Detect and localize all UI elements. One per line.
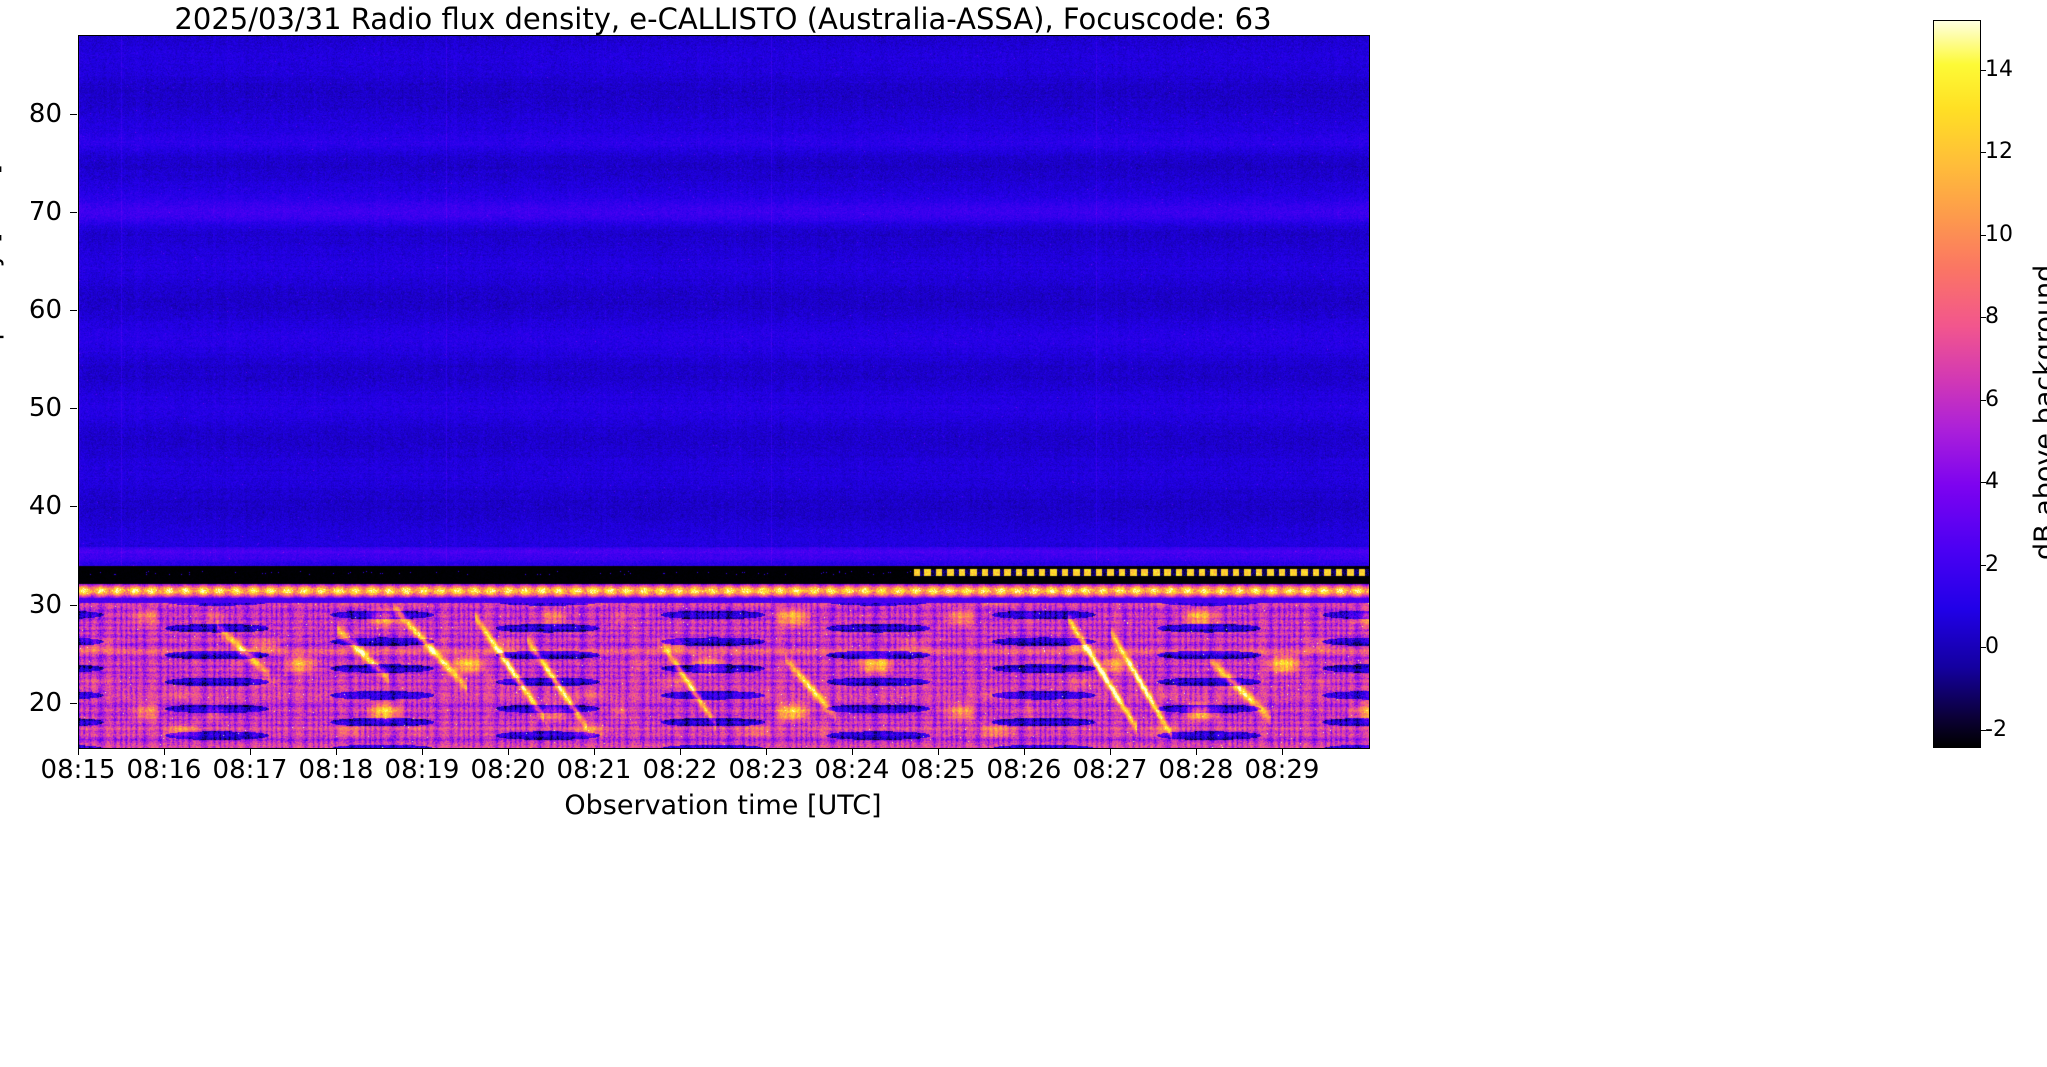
x-tick-label: 08:18 bbox=[298, 755, 374, 785]
colorbar-tick-label: 10 bbox=[1985, 221, 2013, 247]
x-tick-mark bbox=[1110, 748, 1111, 755]
x-tick-label: 08:24 bbox=[814, 755, 890, 785]
y-tick-label: 40 bbox=[28, 491, 62, 522]
y-tick-mark bbox=[70, 113, 77, 115]
x-tick-mark bbox=[164, 748, 165, 755]
colorbar-tick-label: 2 bbox=[1985, 551, 1999, 577]
x-axis-label: Observation time [UTC] bbox=[564, 790, 882, 821]
x-tick-label: 08:28 bbox=[1158, 755, 1234, 785]
y-tick-mark bbox=[70, 211, 77, 213]
x-tick-mark bbox=[78, 748, 79, 755]
x-tick-mark bbox=[1282, 748, 1283, 755]
x-tick-mark bbox=[852, 748, 853, 755]
x-tick-label: 08:27 bbox=[1072, 755, 1148, 785]
colorbar-tick-label: -2 bbox=[1985, 716, 2007, 742]
colorbar-tick-mark bbox=[1980, 234, 1986, 236]
x-tick-label: 08:16 bbox=[126, 755, 202, 785]
y-tick-mark bbox=[70, 309, 77, 311]
colorbar-tick-mark bbox=[1980, 152, 1986, 153]
y-tick-label: 80 bbox=[28, 98, 62, 129]
y-tick-mark bbox=[70, 604, 77, 606]
x-tick-label: 08:15 bbox=[40, 755, 116, 785]
y-tick-label: 30 bbox=[28, 589, 62, 620]
y-tick-mark bbox=[70, 506, 77, 508]
x-tick-label: 08:29 bbox=[1244, 755, 1320, 785]
colorbar-tick-mark bbox=[1980, 69, 1986, 71]
colorbar[interactable] bbox=[1933, 20, 1981, 748]
x-tick-label: 08:26 bbox=[986, 755, 1062, 785]
x-tick-mark bbox=[250, 748, 251, 755]
page-title: 2025/03/31 Radio flux density, e-CALLIST… bbox=[174, 2, 1272, 36]
colorbar-tick-label: 8 bbox=[1985, 304, 1999, 329]
x-tick-label: 08:21 bbox=[556, 755, 632, 785]
x-tick-label: 08:19 bbox=[384, 755, 460, 785]
x-tick-label: 08:23 bbox=[728, 755, 804, 785]
x-tick-mark bbox=[938, 748, 939, 755]
y-tick-label: 70 bbox=[28, 196, 62, 227]
colorbar-tick-label: 0 bbox=[1985, 634, 1999, 659]
x-tick-mark bbox=[766, 748, 767, 755]
y-tick-label: 50 bbox=[28, 393, 62, 424]
colorbar-tick-label: 14 bbox=[1985, 56, 2013, 82]
x-tick-label: 08:25 bbox=[900, 755, 976, 785]
y-tick-label: 20 bbox=[28, 687, 62, 718]
colorbar-tick-mark bbox=[1980, 317, 1986, 318]
x-tick-mark bbox=[1024, 748, 1025, 755]
y-tick-mark bbox=[70, 702, 77, 704]
colorbar-tick-mark bbox=[1980, 564, 1986, 566]
colorbar-label: dB above background bbox=[2029, 264, 2047, 560]
x-tick-mark bbox=[422, 748, 423, 755]
x-tick-label: 08:17 bbox=[212, 755, 288, 785]
x-tick-mark bbox=[1196, 748, 1197, 755]
colorbar-tick-mark bbox=[1980, 729, 1986, 731]
x-tick-mark bbox=[594, 748, 595, 755]
x-tick-mark bbox=[680, 748, 681, 755]
x-tick-mark bbox=[508, 748, 509, 755]
colorbar-tick-mark bbox=[1980, 399, 1986, 401]
colorbar-tick-mark bbox=[1980, 482, 1986, 483]
x-tick-mark bbox=[336, 748, 337, 755]
colorbar-tick-label: 12 bbox=[1985, 139, 2013, 164]
colorbar-tick-label: 4 bbox=[1985, 469, 1999, 494]
y-tick-mark bbox=[70, 408, 77, 410]
spectrogram-canvas bbox=[79, 36, 1369, 748]
spectrogram-plot-area[interactable] bbox=[78, 35, 1370, 749]
colorbar-label-wrap: dB above background bbox=[2029, 265, 2047, 560]
x-tick-label: 08:22 bbox=[642, 755, 718, 785]
x-tick-label: 08:20 bbox=[470, 755, 546, 785]
colorbar-tick-mark bbox=[1980, 647, 1986, 648]
colorbar-tick-label: 6 bbox=[1985, 386, 1999, 412]
y-tick-label: 60 bbox=[28, 294, 62, 325]
